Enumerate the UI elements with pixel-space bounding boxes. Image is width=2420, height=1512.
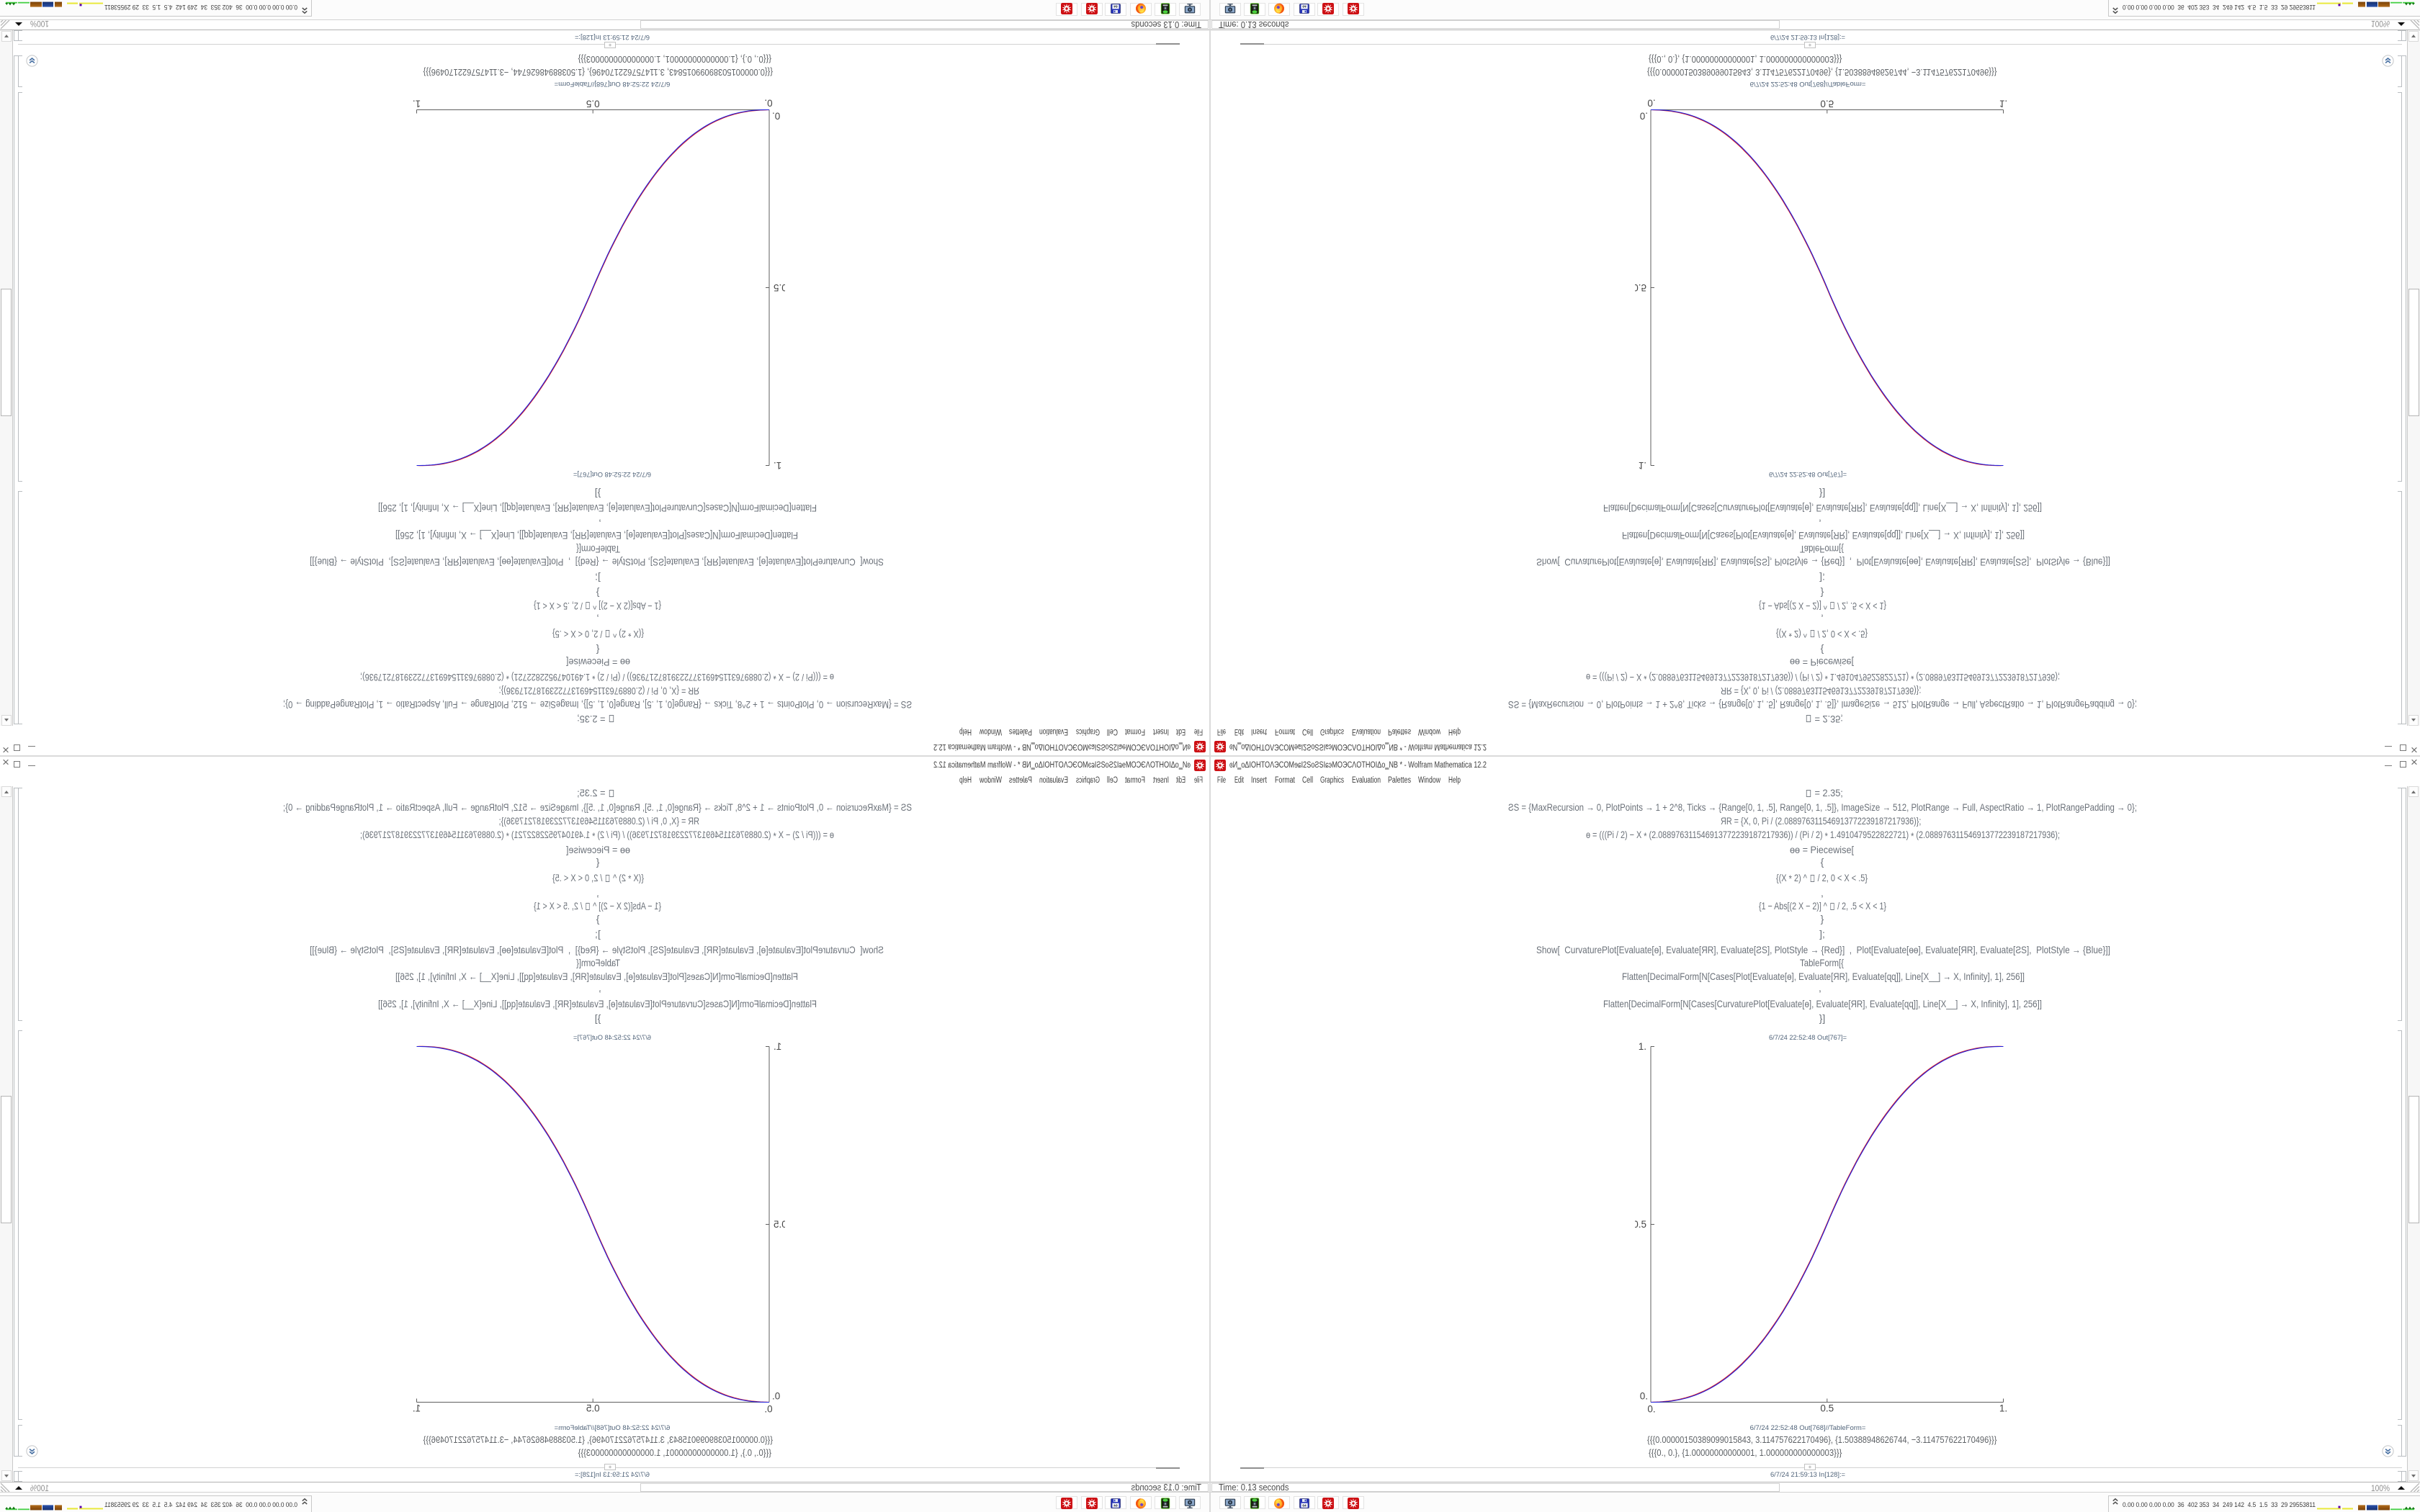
svg-text:0.5: 0.5 [1635,1219,1646,1230]
svg-text:0.5: 0.5 [1635,282,1646,293]
svg-text:1.: 1. [1639,460,1646,471]
svg-text:64: 64 [1113,4,1118,9]
svg-text:0.5: 0.5 [586,1403,600,1414]
svg-text:64: 64 [1302,4,1307,9]
svg-text:64: 64 [1113,1503,1118,1508]
svg-text:0.5: 0.5 [1820,99,1834,109]
svg-text:0.5: 0.5 [774,1219,785,1230]
svg-text:0.: 0. [1647,1404,1655,1415]
svg-text:0.: 0. [772,111,780,122]
svg-text:1.: 1. [774,460,781,471]
svg-text:0.: 0. [1640,1391,1648,1402]
svg-text:0.: 0. [764,98,772,109]
svg-text:1.: 1. [413,1403,421,1414]
svg-text:0.: 0. [1640,111,1648,122]
svg-text:64: 64 [1302,1503,1307,1508]
svg-text:1.: 1. [1999,1403,2007,1414]
svg-text:0.: 0. [764,1404,772,1415]
svg-text:0.5: 0.5 [586,99,600,109]
svg-text:1.: 1. [1639,1041,1646,1052]
svg-text:0.5: 0.5 [1820,1403,1834,1414]
svg-text:1.: 1. [413,99,421,109]
svg-text:0.: 0. [1647,98,1655,109]
svg-text:0.5: 0.5 [774,282,785,293]
svg-text:0.: 0. [772,1391,780,1402]
svg-text:1.: 1. [1999,99,2007,109]
svg-text:1.: 1. [774,1041,781,1052]
